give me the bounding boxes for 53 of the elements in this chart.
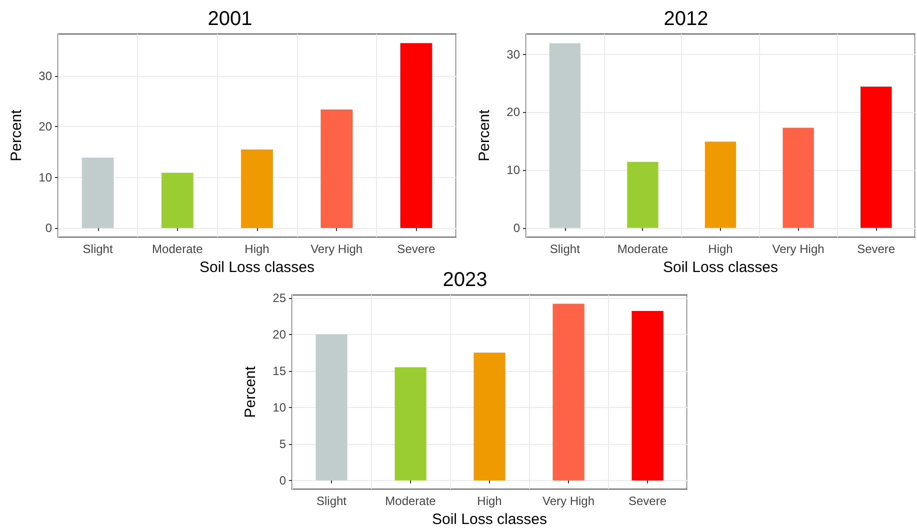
x-axis-title: Soil Loss classes bbox=[432, 511, 548, 528]
bar bbox=[549, 43, 580, 228]
x-tick-label: Severe bbox=[397, 242, 436, 256]
y-axis-title: Percent bbox=[8, 108, 25, 162]
bar bbox=[394, 367, 426, 480]
y-tick-label: 20 bbox=[506, 105, 520, 120]
y-tick-label: 0 bbox=[45, 220, 52, 235]
y-tick-label: 0 bbox=[279, 473, 286, 488]
chart-title: 2001 bbox=[208, 8, 252, 30]
x-tick-label: Slight bbox=[316, 494, 348, 508]
y-tick-label: 10 bbox=[38, 170, 52, 184]
x-tick-label: Severe bbox=[857, 242, 896, 256]
bar bbox=[161, 172, 194, 228]
y-axis-title: Percent bbox=[242, 365, 259, 418]
bar bbox=[241, 149, 273, 228]
chart-title: 2023 bbox=[442, 269, 488, 291]
y-tick-label: 30 bbox=[38, 69, 52, 84]
bar bbox=[860, 86, 892, 228]
y-axis-title: Percent bbox=[476, 108, 493, 162]
y-tick-label: 30 bbox=[506, 47, 520, 62]
bar bbox=[552, 304, 584, 480]
y-tick-label: 20 bbox=[38, 120, 52, 134]
x-tick-label: Slight bbox=[82, 242, 114, 256]
y-tick-label: 5 bbox=[279, 436, 286, 451]
bar bbox=[82, 158, 114, 228]
y-tick-label: 15 bbox=[272, 364, 286, 378]
x-tick-label: High bbox=[244, 242, 270, 256]
x-tick-label: Moderate bbox=[385, 494, 436, 508]
bar bbox=[474, 352, 506, 480]
x-tick-label: Severe bbox=[628, 494, 667, 508]
x-tick-label: Slight bbox=[550, 242, 581, 256]
bar bbox=[316, 334, 348, 480]
x-axis-title: Soil Loss classes bbox=[662, 259, 778, 276]
bar bbox=[632, 311, 664, 480]
x-tick-label: Very High bbox=[542, 494, 595, 508]
chart-title: 2012 bbox=[664, 8, 708, 30]
y-tick-label: 10 bbox=[272, 400, 286, 414]
bar bbox=[320, 109, 353, 228]
x-tick-label: Moderate bbox=[617, 242, 668, 256]
x-tick-label: Very High bbox=[772, 242, 824, 256]
y-tick-label: 20 bbox=[272, 327, 286, 342]
y-tick-label: 0 bbox=[513, 220, 520, 235]
x-tick-label: High bbox=[708, 242, 733, 256]
y-tick-label: 25 bbox=[272, 290, 286, 305]
x-axis-title: Soil Loss classes bbox=[199, 259, 315, 276]
bar bbox=[782, 128, 814, 228]
x-tick-label: High bbox=[477, 494, 502, 508]
bar bbox=[627, 162, 658, 228]
x-tick-label: Very High bbox=[310, 242, 363, 256]
x-tick-label: Moderate bbox=[152, 242, 204, 256]
y-tick-label: 10 bbox=[506, 162, 520, 177]
bar bbox=[704, 142, 736, 228]
bar bbox=[400, 43, 432, 228]
